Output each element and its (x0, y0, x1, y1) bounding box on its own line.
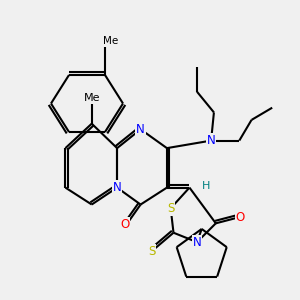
Text: Me: Me (103, 36, 118, 46)
Text: O: O (236, 211, 245, 224)
Text: S: S (167, 202, 174, 215)
Text: Me: Me (83, 93, 100, 103)
Text: N: N (207, 134, 215, 147)
Text: O: O (120, 218, 129, 231)
Text: H: H (202, 181, 211, 191)
Text: N: N (193, 236, 201, 249)
Text: N: N (136, 123, 145, 136)
Text: N: N (113, 181, 122, 194)
Text: S: S (148, 245, 155, 258)
